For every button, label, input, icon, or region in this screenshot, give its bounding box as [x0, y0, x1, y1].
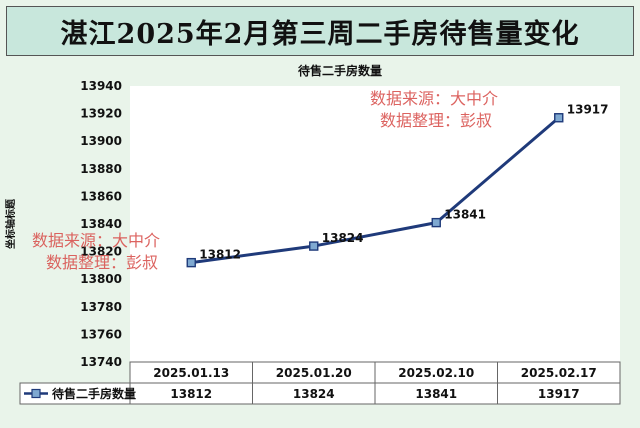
page-title: 湛江2025年2月第三周二手房待售量变化 [6, 6, 634, 56]
chart-title: 待售二手房数量 [298, 63, 382, 78]
x-category-label: 2025.01.13 [153, 366, 229, 380]
data-table: 2025.01.13 13812 2025.01.20 13824 2025.02.10… [19, 361, 621, 405]
data-label: 13824 [322, 231, 364, 245]
y-tick-label: 13740 [80, 355, 122, 369]
data-point [309, 241, 319, 251]
watermark-top-line2: 数据整理：彭叔 [380, 111, 492, 130]
x-category-label: 2025.01.20 [276, 366, 352, 380]
legend-series-name: 待售二手房数量 [52, 386, 136, 401]
data-label: 13841 [444, 208, 486, 222]
plot-area [130, 86, 620, 362]
series-layer: 13812 13824 13841 13917 [186, 103, 609, 268]
y-tick-label: 13900 [80, 134, 122, 148]
series-line [191, 116, 560, 265]
data-label: 13812 [199, 248, 241, 262]
watermark-left: 数据来源：大中介 数据整理：彭叔 [32, 231, 160, 272]
y-tick-label: 13940 [80, 79, 122, 93]
y-tick-label: 13800 [80, 272, 122, 286]
data-point [186, 257, 196, 268]
y-tick-label: 13820 [80, 245, 122, 259]
data-table-value: 13824 [293, 387, 335, 401]
data-table-legend-cell [19, 382, 131, 405]
y-tick-label: 13880 [80, 162, 122, 176]
y-tick-label: 13760 [80, 327, 122, 341]
y-tick-label: 13860 [80, 189, 122, 203]
y-tick-label: 13780 [80, 300, 122, 314]
watermark-top-line1: 数据来源：大中介 [370, 89, 498, 108]
y-tick-label: 13840 [80, 217, 122, 231]
legend-marker [31, 388, 41, 399]
y-axis-title: 坐标轴标题 [4, 198, 17, 249]
data-point [554, 113, 564, 123]
x-category-label: 2025.02.17 [521, 366, 597, 380]
watermark-left-line2: 数据整理：彭叔 [46, 253, 158, 272]
data-table-value: 13841 [415, 387, 457, 401]
data-table-value: 13917 [538, 387, 580, 401]
watermark-left-line1: 数据来源：大中介 [32, 231, 160, 250]
y-axis: 13740 13760 13780 13800 13820 13840 13860 13880… [80, 79, 122, 369]
y-tick-label: 13920 [80, 107, 122, 121]
data-table-value: 13812 [170, 387, 212, 401]
data-label: 13917 [567, 103, 609, 117]
data-point [431, 217, 441, 228]
watermark-top: 数据来源：大中介 数据整理：彭叔 [370, 89, 498, 130]
x-category-label: 2025.02.10 [398, 366, 474, 380]
